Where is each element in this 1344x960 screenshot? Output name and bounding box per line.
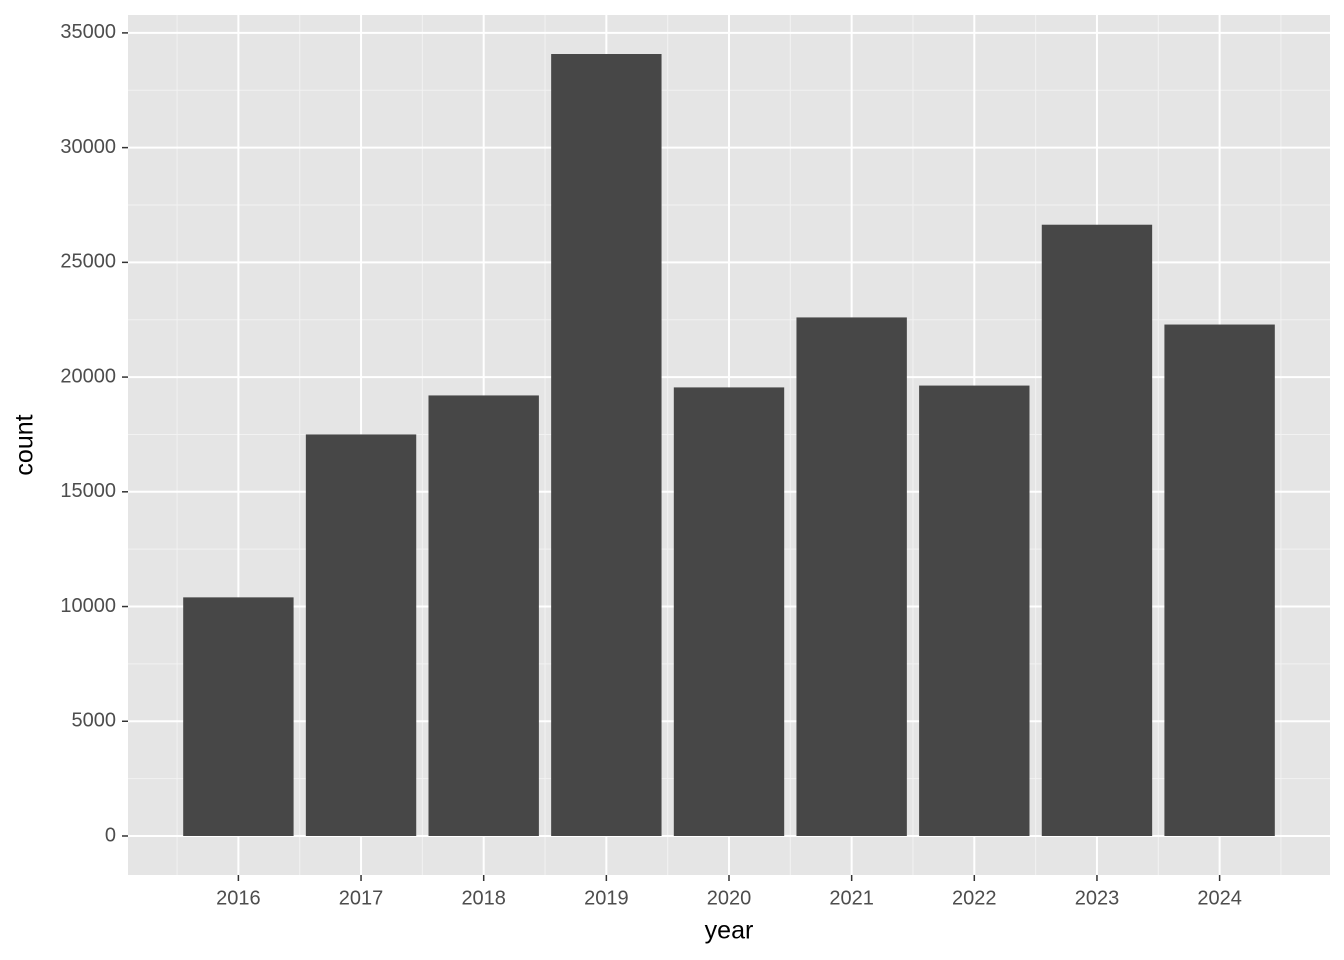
y-tick-label: 0 xyxy=(105,824,116,846)
bar xyxy=(305,434,417,836)
x-tick-label: 2017 xyxy=(339,887,384,909)
bar xyxy=(428,395,539,836)
bar xyxy=(1041,224,1153,836)
x-axis-title: year xyxy=(705,917,754,945)
x-tick-label: 2021 xyxy=(829,887,874,909)
x-tick-label: 2022 xyxy=(952,887,997,909)
y-tick-label: 20000 xyxy=(60,365,116,387)
bar xyxy=(551,54,662,836)
bar xyxy=(673,387,785,836)
x-tick-label: 2024 xyxy=(1197,887,1242,909)
x-tick-label: 2016 xyxy=(216,887,261,909)
bar xyxy=(1164,324,1275,836)
y-tick-label: 30000 xyxy=(60,136,116,158)
bar xyxy=(183,597,294,836)
y-tick-label: 35000 xyxy=(60,21,116,43)
x-tick-label: 2019 xyxy=(584,887,629,909)
x-tick-label: 2018 xyxy=(461,887,506,909)
y-tick-label: 5000 xyxy=(72,710,117,732)
y-axis-title: count xyxy=(11,414,39,475)
y-tick-label: 25000 xyxy=(60,251,116,273)
x-tick-label: 2023 xyxy=(1075,887,1120,909)
y-tick-label: 10000 xyxy=(60,595,116,617)
bar xyxy=(796,317,907,836)
y-tick-label: 15000 xyxy=(60,480,116,502)
bar xyxy=(919,385,1030,836)
x-tick-label: 2020 xyxy=(707,887,752,909)
